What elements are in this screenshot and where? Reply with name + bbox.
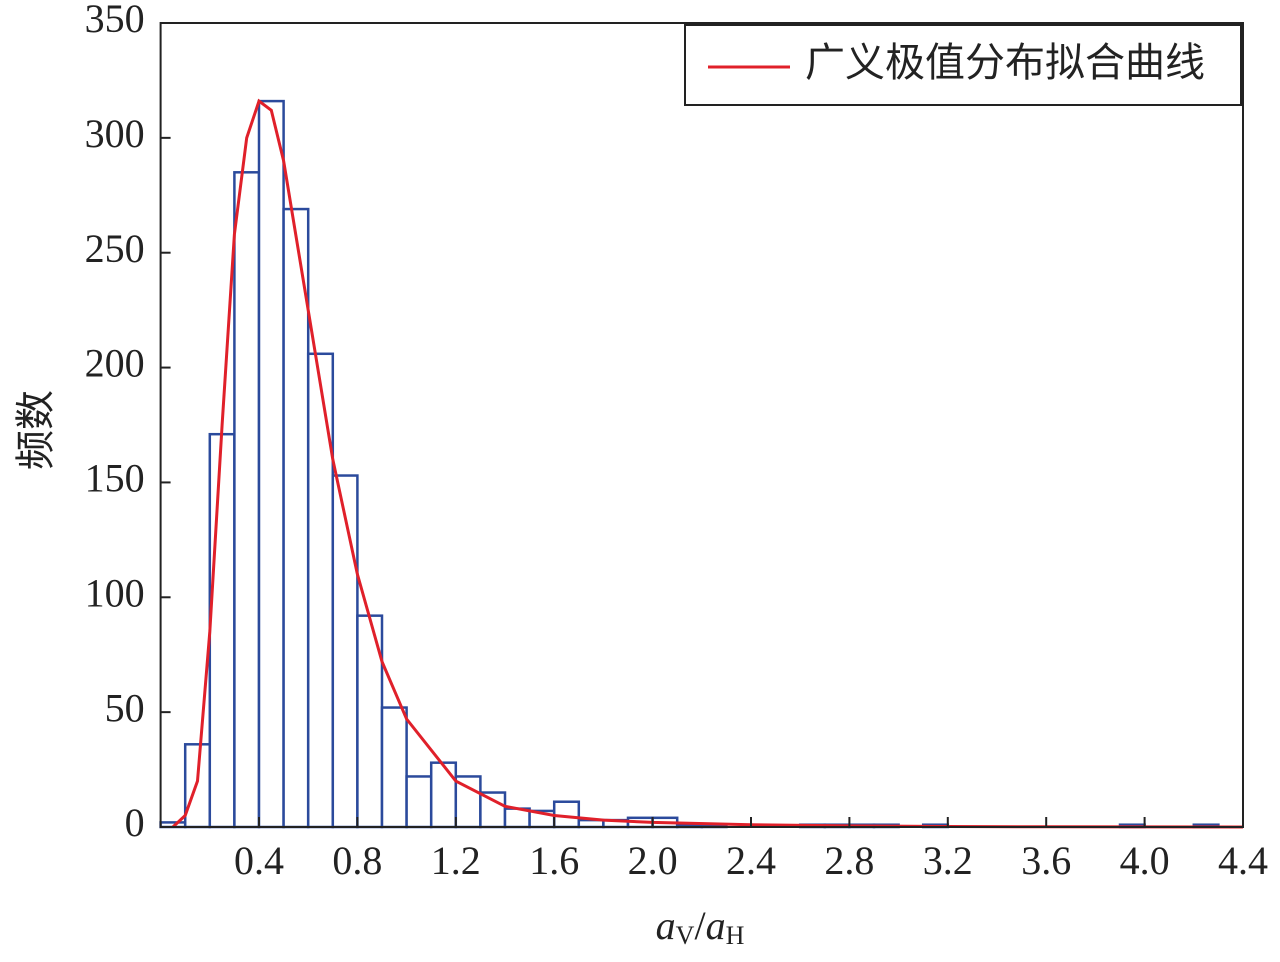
legend-box [684,24,1242,106]
x-label-part: a [706,903,726,948]
y-axis-label: 频数 [13,390,58,470]
bar [405,775,433,829]
plot-frame [159,22,1245,828]
bar [306,352,335,829]
bar [331,474,359,829]
bar [233,171,261,829]
x-label-part: V [676,921,695,950]
legend-label: 广义极值分布拟合曲线 [805,40,1205,85]
x-tick-label: 1.2 [431,838,481,883]
y-tick-label: 50 [105,685,145,730]
bar [257,99,285,829]
bar [208,432,236,829]
y-tick-label: 250 [85,226,145,271]
x-tick-label: 3.6 [1021,838,1071,883]
x-tick-label: 2.4 [726,838,776,883]
x-axis-label: aV/aH [656,903,745,950]
x-label-part: a [656,903,676,948]
x-label-part: H [726,921,745,950]
x-tick-label: 3.2 [923,838,973,883]
x-tick-label: 4.4 [1218,838,1268,883]
x-tick-label: 2.0 [628,838,678,883]
bar [183,743,212,829]
y-tick-label: 150 [85,456,145,501]
bar [429,761,458,829]
x-label-part: / [694,903,706,948]
y-tick-label: 200 [85,341,145,386]
y-tick-label: 300 [85,111,145,156]
bar [380,706,408,829]
x-tick-label: 1.6 [529,838,579,883]
fit-curve [171,98,1244,829]
x-tick-label: 4.0 [1120,838,1170,883]
x-tick-label: 0.4 [234,838,284,883]
y-tick-label: 350 [85,0,145,41]
bar [479,791,507,829]
y-tick-label: 100 [85,570,145,615]
x-tick-label: 0.8 [332,838,382,883]
y-tick-label: 0 [125,800,145,845]
x-tick-label: 2.8 [824,838,874,883]
bar [282,207,310,829]
